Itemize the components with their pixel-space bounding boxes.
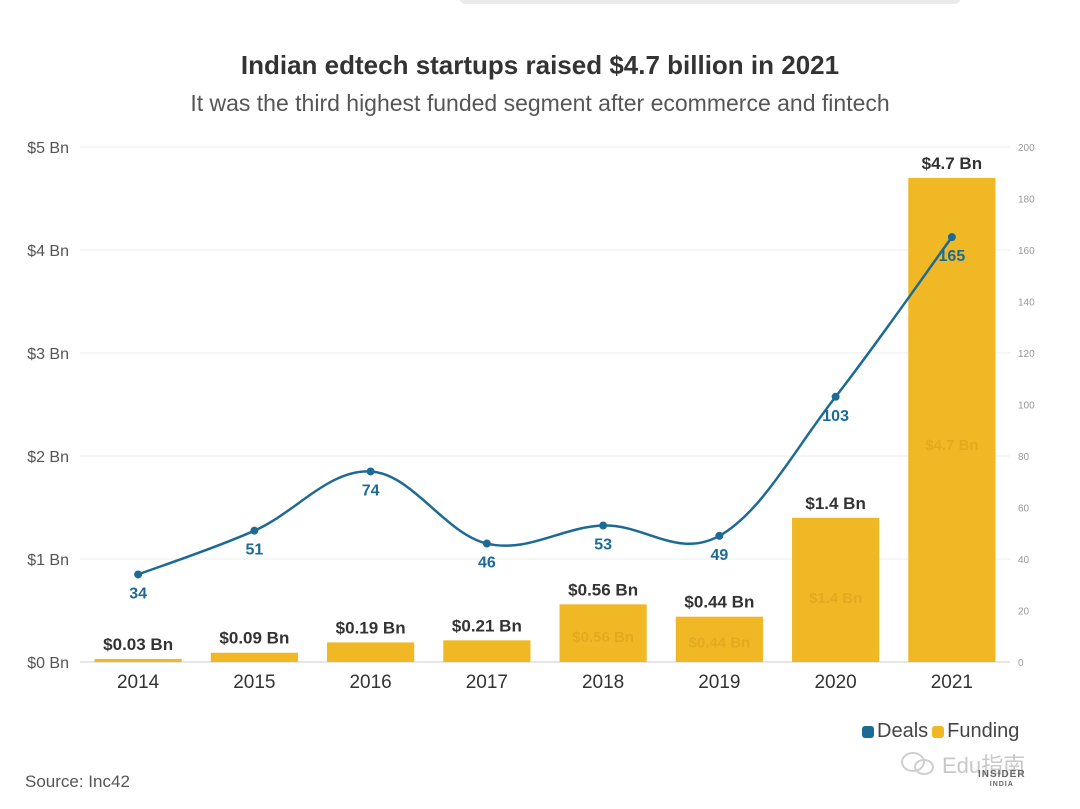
deals-data-label: 51 [245,542,263,559]
deals-point [715,531,724,540]
y-left-tick-label: $4 Bn [27,243,69,260]
y-left-tick-label: $0 Bn [27,655,69,672]
x-tick-label: 2018 [582,672,624,693]
logo-line2: INDIA [989,781,1014,788]
y-left-tick-label: $3 Bn [27,346,69,363]
chart-subtitle: It was the third highest funded segment … [190,90,890,116]
funding-bar [443,640,531,662]
funding-bar [210,652,298,662]
deals-point [134,570,143,579]
funding-bar [675,616,763,662]
funding-data-label: $0.44 Bn [684,593,754,612]
y-right-tick-label: 180 [1018,195,1035,206]
funding-data-label: $0.03 Bn [103,635,173,654]
deals-point [831,392,840,401]
funding-bar [908,177,996,662]
funding-bar [327,642,415,662]
deals-data-label: 53 [594,537,612,554]
chart-title: Indian edtech startups raised $4.7 billi… [240,50,840,80]
x-tick-label: 2019 [698,672,740,693]
x-tick-label: 2014 [117,672,160,693]
cropped-header-strip [460,0,960,4]
x-tick-label: 2015 [233,672,275,693]
legend-label-funding: Funding [947,720,1020,742]
y-left-tick-label: $5 Bn [27,140,69,157]
deals-data-label: 46 [478,555,496,572]
deals-data-label: 49 [710,547,728,564]
y-right-tick-label: 0 [1018,658,1024,669]
deals-data-label: 74 [362,482,380,499]
funding-data-label: $0.21 Bn [452,616,522,635]
funding-bar [559,604,647,662]
funding-inner-label: $0.56 Bn [572,629,634,646]
deals-point [482,539,491,548]
funding-data-label: $0.09 Bn [219,629,289,648]
x-tick-label: 2021 [931,672,973,693]
source-note: Source: Inc42 [25,772,130,791]
y-left-tick-label: $1 Bn [27,552,69,569]
legend-label-deals: Deals [877,720,929,742]
funding-data-label: $0.56 Bn [568,580,638,599]
deals-point [366,467,375,476]
legend: Deals Funding [862,720,1019,743]
x-tick-label: 2020 [814,672,856,693]
funding-inner-label: $0.44 Bn [689,635,751,652]
deals-data-label: 165 [939,248,966,265]
y-right-tick-label: 40 [1018,555,1030,566]
funding-data-label: $0.19 Bn [336,618,406,637]
y-left-tick-label: $2 Bn [27,449,69,466]
funding-data-label: $4.7 Bn [922,154,982,173]
funding-inner-label: $1.4 Bn [809,590,862,607]
y-right-tick-label: 80 [1018,452,1030,463]
x-tick-label: 2017 [466,672,508,693]
funding-bar [94,658,182,662]
deals-data-label: 34 [129,585,147,602]
wechat-icon [901,752,934,775]
watermark-text: Edu指南 [942,753,1026,778]
y-right-tick-label: 160 [1018,246,1035,257]
y-right-tick-label: 20 [1018,607,1030,618]
funding-bar [792,517,880,662]
business-insider-logo: INSIDER INDIA [978,770,1026,790]
y-right-tick-label: 120 [1018,349,1035,360]
legend-swatch-deals [862,725,874,738]
y-right-tick-label: 200 [1018,143,1035,154]
y-right-tick-label: 60 [1018,504,1030,515]
deals-point [947,233,956,242]
legend-swatch-funding [932,725,945,738]
funding-data-label: $1.4 Bn [805,494,865,513]
y-right-tick-label: 100 [1018,401,1035,412]
y-right-tick-label: 140 [1018,298,1035,309]
deals-data-label: 103 [822,408,849,425]
funding-inner-label: $4.7 Bn [925,437,978,454]
deals-point [599,521,608,530]
x-tick-label: 2016 [349,672,391,693]
deals-point [250,526,259,535]
logo-line1: INSIDER [978,769,1026,780]
